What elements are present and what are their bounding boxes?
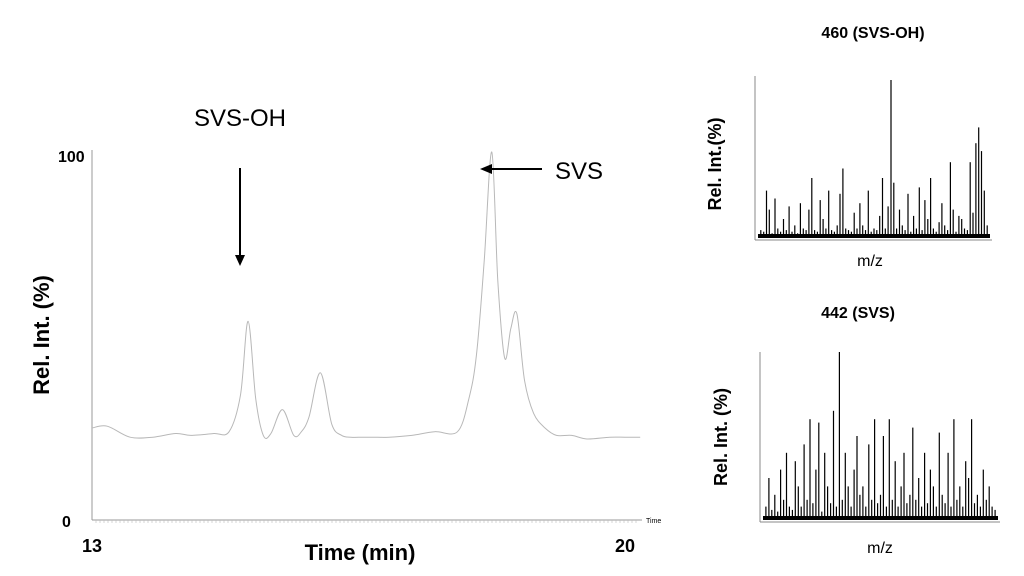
spectrum-svs-oh: 460 (SVS-OH) m/z Rel. Int.(%) xyxy=(705,25,992,270)
spectrum-1-title: 460 (SVS-OH) xyxy=(821,25,924,42)
spectrum-2-peaks xyxy=(763,352,998,520)
spectrum-1-y-axis-label: Rel. Int.(%) xyxy=(705,117,725,210)
main-chromatogram-line xyxy=(91,151,641,440)
spectrum-svs: 442 (SVS) m/z Rel. Int. (%) xyxy=(711,305,1000,557)
annotation-svs-label: SVS xyxy=(555,158,603,185)
main-x-minor-ticks xyxy=(95,520,637,523)
spectrum-2-title: 442 (SVS) xyxy=(821,305,895,322)
annotation-svs-oh-arrowhead xyxy=(235,255,245,266)
main-y-tick-bottom: 0 xyxy=(62,514,71,531)
main-x-tick-end: 20 xyxy=(615,536,635,556)
main-y-tick-top: 100 xyxy=(58,149,85,166)
annotation-svs-arrowhead xyxy=(480,164,492,174)
main-chart: 100 0 13 20 Time Time (min) Rel. Int. (%… xyxy=(29,105,661,565)
spectrum-2-y-axis-label: Rel. Int. (%) xyxy=(711,388,731,486)
main-x-axis-label: Time (min) xyxy=(305,540,416,565)
main-y-axis-label: Rel. Int. (%) xyxy=(29,275,54,395)
spectrum-1-peaks xyxy=(758,80,990,238)
main-x-tick-start: 13 xyxy=(82,536,102,556)
spectrum-1-x-axis-label: m/z xyxy=(857,253,883,270)
spectrum-2-x-axis-label: m/z xyxy=(867,540,893,557)
main-x-unit-tag: Time xyxy=(646,518,661,525)
annotation-svs-oh-label: SVS-OH xyxy=(194,105,286,132)
